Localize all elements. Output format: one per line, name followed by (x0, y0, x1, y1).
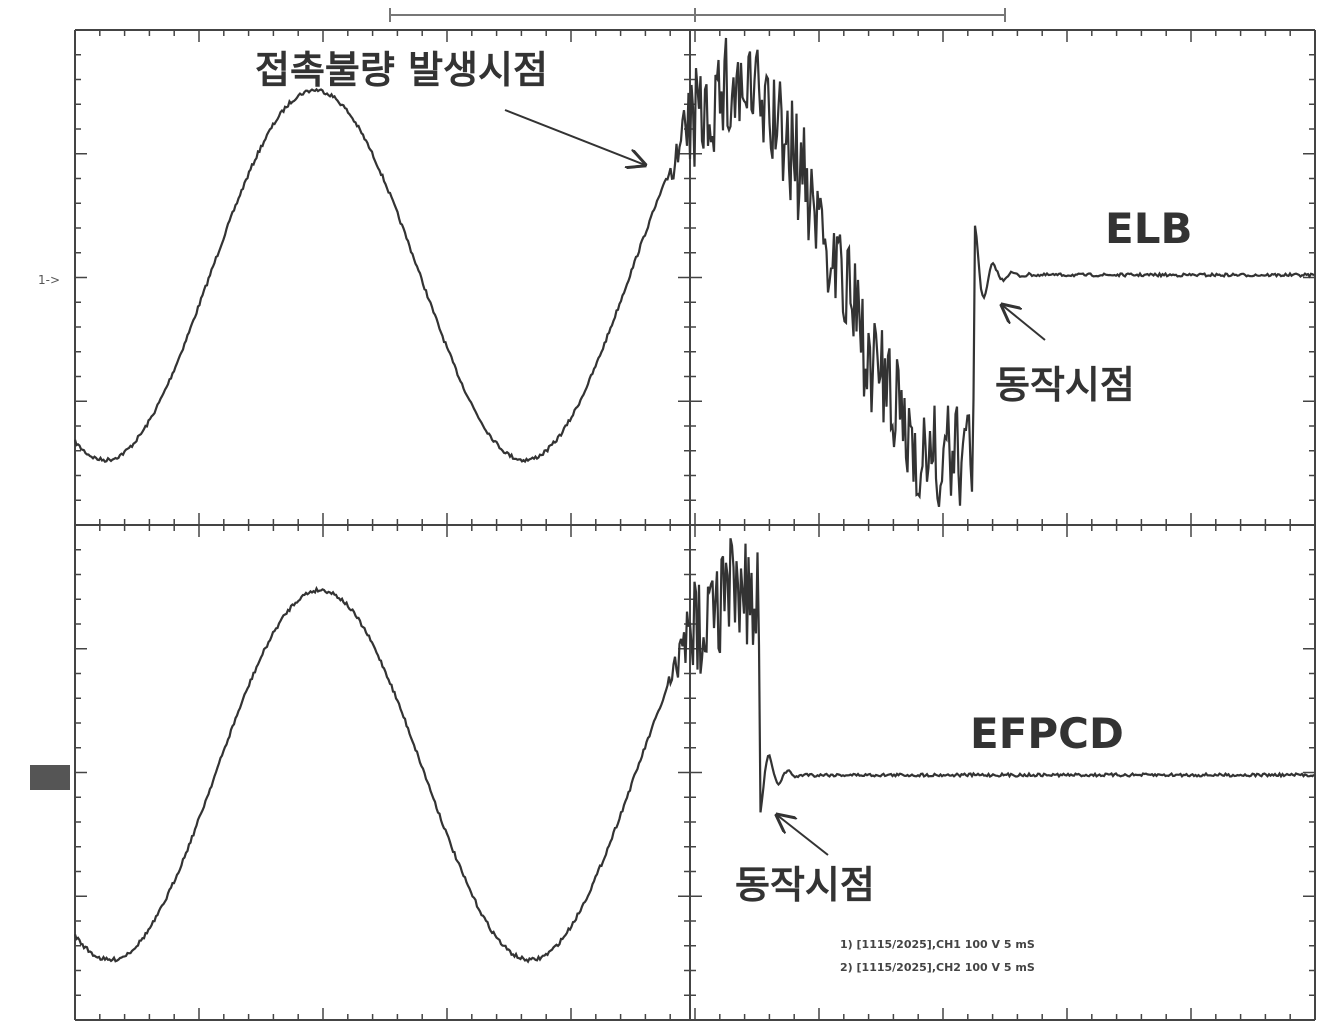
ch2-trip-label: 동작시점 (735, 863, 875, 907)
ch2-marker (30, 765, 70, 790)
readout-line: 2) [1115/2025],CH2 100 V 5 mS (840, 961, 1035, 974)
arrow (505, 110, 645, 165)
ch1-waveform (75, 38, 1314, 507)
ch1-trip-label: 동작시점 (995, 363, 1135, 407)
ch1-name: ELB (1105, 204, 1192, 253)
arrow (777, 815, 828, 855)
fault-label: 접촉불량 발생시점 (255, 48, 548, 92)
ch2-name: EFPCD (970, 709, 1124, 758)
readout-line: 1) [1115/2025],CH1 100 V 5 mS (840, 938, 1035, 951)
graticule (75, 30, 1315, 1020)
ch1-marker: 1-> (38, 273, 60, 287)
oscilloscope-screen: 접촉불량 발생시점 ELB 동작시점 EFPCD 동작시점 1-> 1) [11… (0, 0, 1329, 1023)
arrow (1002, 305, 1045, 340)
ch2-waveform (75, 538, 1314, 961)
